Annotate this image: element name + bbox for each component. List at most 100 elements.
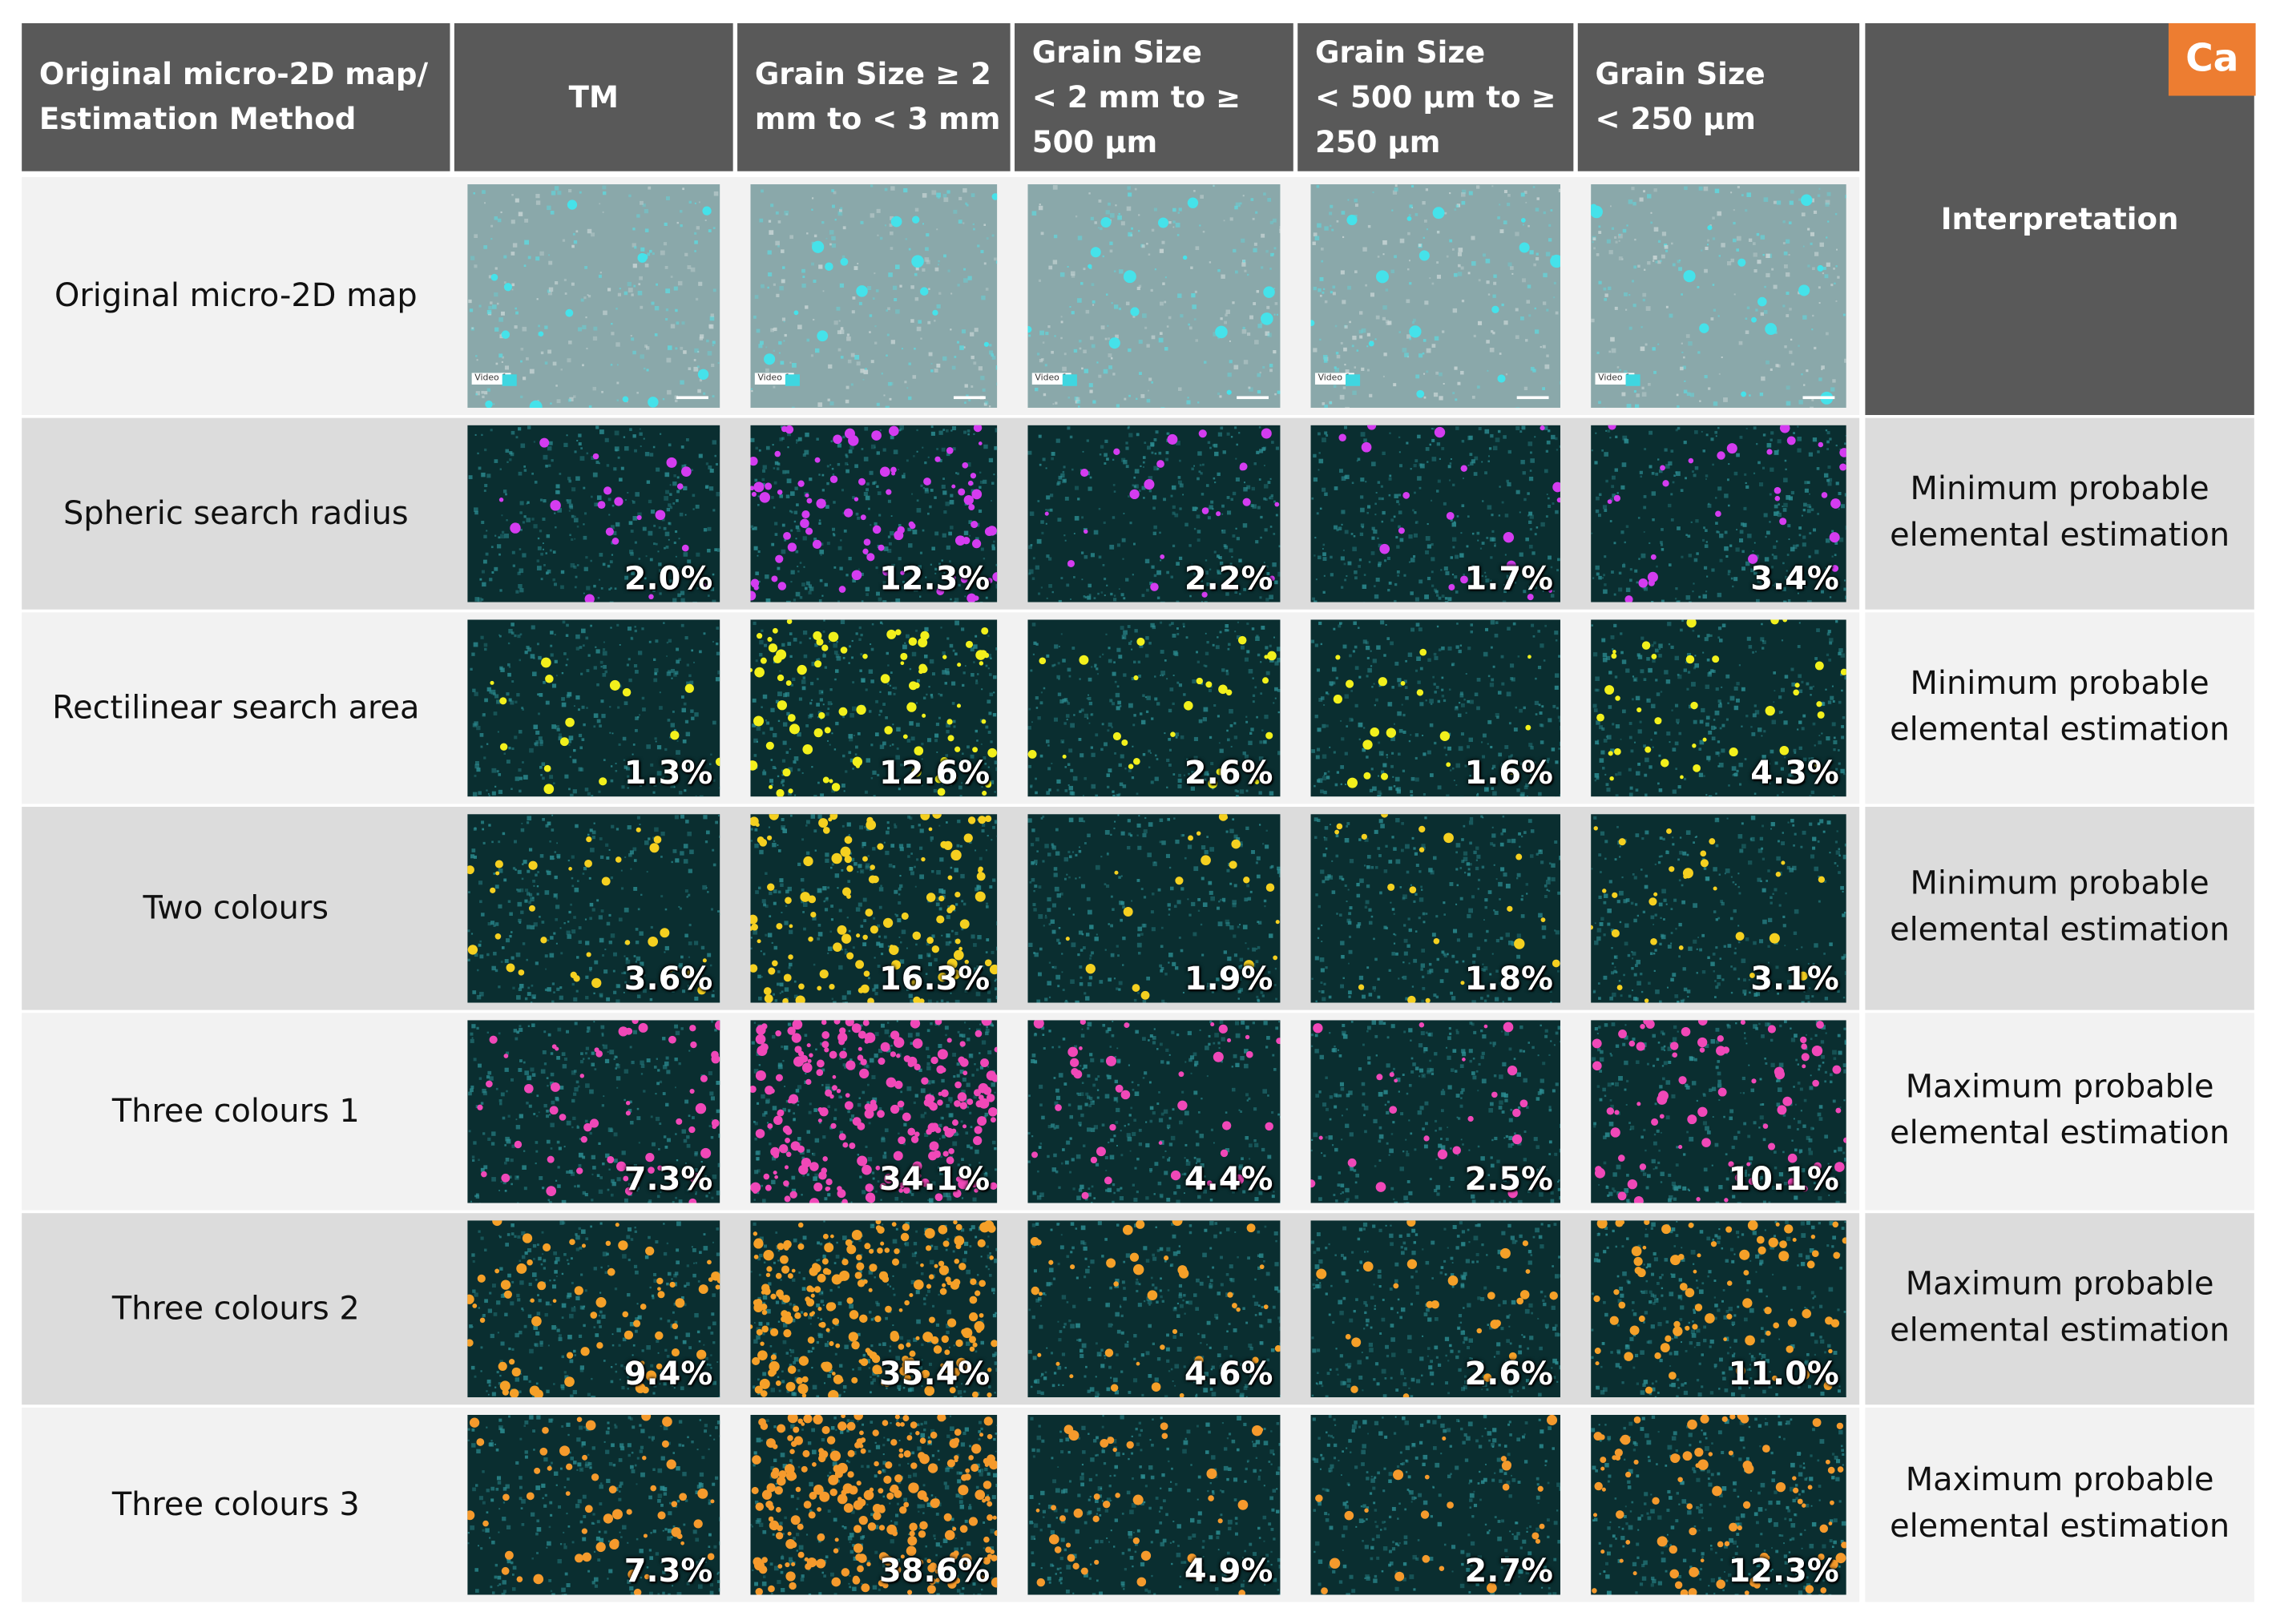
video-label: Video 1: [471, 373, 510, 385]
column-header-label: TM: [568, 79, 619, 115]
row-label: Two colours: [143, 890, 329, 927]
map-texture: [467, 184, 720, 408]
map-texture: [1027, 184, 1281, 408]
estimation-map-image: 2.2%: [1027, 425, 1281, 602]
percentage-label: 7.3%: [623, 1553, 713, 1591]
estimation-map-image: 4.3%: [1591, 619, 1846, 797]
percentage-label: 4.6%: [1184, 1356, 1273, 1393]
video-icon: [1345, 374, 1361, 386]
map-texture: [750, 814, 998, 1003]
percentage-label: 38.6%: [878, 1553, 991, 1591]
estimation-map-image: 12.3%: [750, 425, 998, 602]
estimation-map-image: 1.8%: [1310, 814, 1561, 1003]
original-map-image: Video 1: [1310, 184, 1561, 408]
estimation-map-image: 16.3%: [750, 814, 998, 1003]
map-texture: [1591, 1220, 1846, 1398]
map-texture: [1027, 1414, 1281, 1595]
original-map-image: Video 1: [467, 184, 720, 408]
video-icon: [1625, 374, 1640, 386]
percentage-label: 2.0%: [623, 561, 713, 598]
interpretation-cell: Minimum probable elemental estimation: [1865, 807, 2254, 1010]
percentage-label: 1.6%: [1464, 756, 1553, 792]
column-header-label: Grain Size < 250 µm: [1595, 56, 1766, 137]
map-texture: [1027, 814, 1281, 1003]
column-header-0: Original micro-2D map/ Estimation Method: [22, 22, 450, 171]
column-header-3: Grain Size < 2 mm to ≥ 500 µm: [1015, 22, 1293, 171]
map-texture: [467, 425, 720, 602]
estimation-map-image: 7.3%: [467, 1414, 720, 1595]
estimation-map-image: 2.6%: [1027, 619, 1281, 797]
map-texture: [1310, 1020, 1561, 1203]
map-texture: [750, 425, 998, 602]
interpretation-cell: Maximum probable elemental estimation: [1865, 1013, 2254, 1211]
column-header-label: Grain Size ≥ 2 mm to < 3 mm: [754, 56, 1001, 137]
estimation-map-image: 3.6%: [467, 814, 720, 1003]
percentage-label: 1.9%: [1184, 961, 1273, 999]
column-header-1: TM: [454, 22, 733, 171]
map-texture: [1027, 1220, 1281, 1398]
map-texture: [750, 1414, 998, 1595]
estimation-map-image: 4.9%: [1027, 1414, 1281, 1595]
video-label: Video 1: [1595, 373, 1634, 385]
map-texture: [1591, 1020, 1846, 1203]
map-texture: [467, 619, 720, 797]
percentage-label: 7.3%: [623, 1162, 713, 1199]
scale-bar: [1516, 396, 1549, 400]
estimation-map-image: 3.1%: [1591, 814, 1846, 1003]
map-texture: [1591, 425, 1846, 602]
estimation-map-image: 4.6%: [1027, 1220, 1281, 1398]
map-texture: [1027, 425, 1281, 602]
estimation-map-image: 4.4%: [1027, 1020, 1281, 1203]
map-texture: [1591, 619, 1846, 797]
percentage-label: 12.3%: [878, 561, 991, 598]
map-texture: [467, 1220, 720, 1398]
percentage-label: 3.4%: [1750, 561, 1839, 598]
column-header-label: Grain Size < 500 µm to ≥ 250 µm: [1314, 34, 1556, 159]
scale-bar: [1237, 396, 1269, 400]
map-texture: [1310, 184, 1561, 408]
estimation-map-image: 1.7%: [1310, 425, 1561, 602]
estimation-map-image: 2.6%: [1310, 1220, 1561, 1398]
interpretation-header-label: Interpretation: [1940, 200, 2179, 236]
estimation-map-image: 2.0%: [467, 425, 720, 602]
element-badge: Ca: [2168, 22, 2256, 96]
interpretation-cell: Maximum probable elemental estimation: [1865, 1213, 2254, 1405]
estimation-map-image: 7.3%: [467, 1020, 720, 1203]
map-texture: [1310, 619, 1561, 797]
map-texture: [1591, 184, 1846, 408]
original-map-image: Video 1: [1027, 184, 1281, 408]
estimation-map-image: 2.5%: [1310, 1020, 1561, 1203]
percentage-label: 3.6%: [623, 961, 713, 999]
video-icon: [502, 374, 517, 386]
map-texture: [1027, 1020, 1281, 1203]
estimation-map-image: 34.1%: [750, 1020, 998, 1203]
map-texture: [750, 184, 998, 408]
video-icon: [1062, 374, 1077, 386]
percentage-label: 11.0%: [1728, 1356, 1839, 1393]
estimation-map-image: 2.7%: [1310, 1414, 1561, 1595]
video-label: Video 1: [754, 373, 793, 385]
percentage-label: 1.3%: [623, 756, 713, 792]
interpretation-cell: Maximum probable elemental estimation: [1865, 1407, 2254, 1602]
column-header-label: Original micro-2D map/ Estimation Method: [38, 56, 429, 137]
percentage-label: 16.3%: [878, 961, 991, 999]
interpretation-cell: Minimum probable elemental estimation: [1865, 612, 2254, 804]
original-map-image: Video 1: [1591, 184, 1846, 408]
estimation-map-image: 38.6%: [750, 1414, 998, 1595]
percentage-label: 12.3%: [1728, 1553, 1839, 1591]
video-label: Video 1: [1314, 373, 1354, 385]
percentage-label: 2.6%: [1464, 1356, 1553, 1393]
percentage-label: 10.1%: [1728, 1162, 1839, 1199]
map-texture: [467, 814, 720, 1003]
percentage-label: 35.4%: [878, 1356, 991, 1393]
scale-bar: [676, 396, 708, 400]
estimation-map-image: 1.3%: [467, 619, 720, 797]
row-label: Spheric search radius: [63, 495, 409, 532]
row-label: Three colours 1: [111, 1093, 360, 1130]
map-texture: [750, 619, 998, 797]
column-header-label: Grain Size < 2 mm to ≥ 500 µm: [1031, 34, 1241, 159]
percentage-label: 2.6%: [1184, 756, 1273, 792]
row-label: Three colours 3: [111, 1486, 360, 1523]
video-icon: [785, 374, 800, 386]
